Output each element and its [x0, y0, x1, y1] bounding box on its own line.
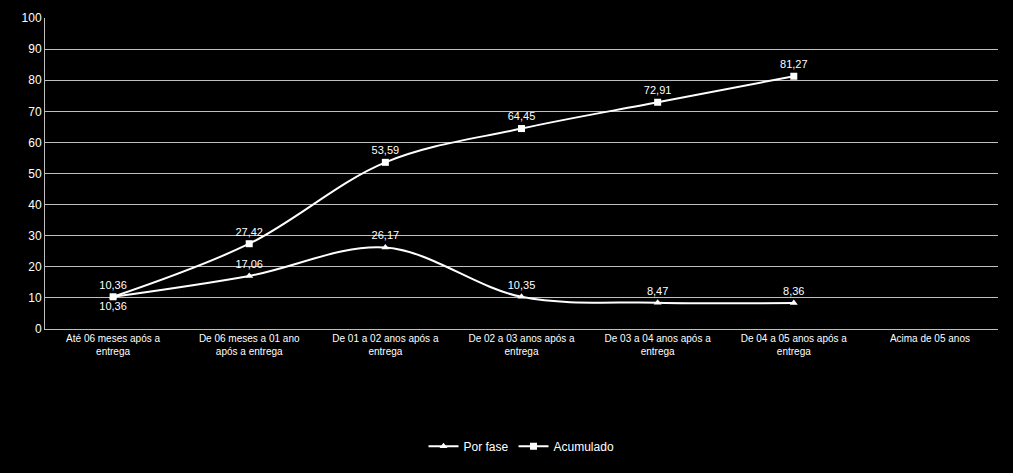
- svg-text:10,36: 10,36: [99, 300, 127, 312]
- svg-text:10: 10: [28, 291, 42, 305]
- svg-text:Acima de 05 anos: Acima de 05 anos: [890, 333, 970, 344]
- svg-text:90: 90: [28, 42, 42, 56]
- svg-text:70: 70: [28, 105, 42, 119]
- svg-text:De 04 a 05 anos após aentrega: De 04 a 05 anos após aentrega: [741, 333, 848, 357]
- svg-text:8,36: 8,36: [783, 285, 804, 297]
- svg-text:Até 06 meses após aentrega: Até 06 meses após aentrega: [66, 333, 160, 357]
- svg-text:De 01 a 02 anos após aentrega: De 01 a 02 anos após aentrega: [332, 333, 439, 357]
- svg-text:De 06 meses a 01 anoapós a ent: De 06 meses a 01 anoapós a entrega: [199, 333, 300, 357]
- svg-text:10,36: 10,36: [99, 279, 127, 291]
- svg-text:17,06: 17,06: [235, 258, 263, 270]
- svg-text:60: 60: [28, 136, 42, 150]
- svg-text:De 02 a 03 anos após aentrega: De 02 a 03 anos após aentrega: [468, 333, 575, 357]
- svg-text:53,59: 53,59: [372, 144, 400, 156]
- svg-text:27,42: 27,42: [235, 226, 263, 238]
- svg-text:30: 30: [28, 229, 42, 243]
- svg-text:80: 80: [28, 73, 42, 87]
- svg-text:Por fase: Por fase: [464, 440, 509, 454]
- svg-text:26,17: 26,17: [372, 229, 400, 241]
- svg-text:64,45: 64,45: [508, 110, 536, 122]
- svg-text:0: 0: [35, 322, 42, 336]
- svg-text:10,35: 10,35: [508, 279, 536, 291]
- svg-text:50: 50: [28, 167, 42, 181]
- svg-text:20: 20: [28, 260, 42, 274]
- svg-text:8,47: 8,47: [647, 285, 668, 297]
- svg-text:40: 40: [28, 198, 42, 212]
- svg-text:Acumulado: Acumulado: [554, 440, 614, 454]
- svg-text:81,27: 81,27: [780, 58, 808, 70]
- svg-text:De 03 a 04 anos após aentrega: De 03 a 04 anos após aentrega: [605, 333, 712, 357]
- svg-text:72,91: 72,91: [644, 84, 672, 96]
- svg-text:100: 100: [22, 11, 42, 25]
